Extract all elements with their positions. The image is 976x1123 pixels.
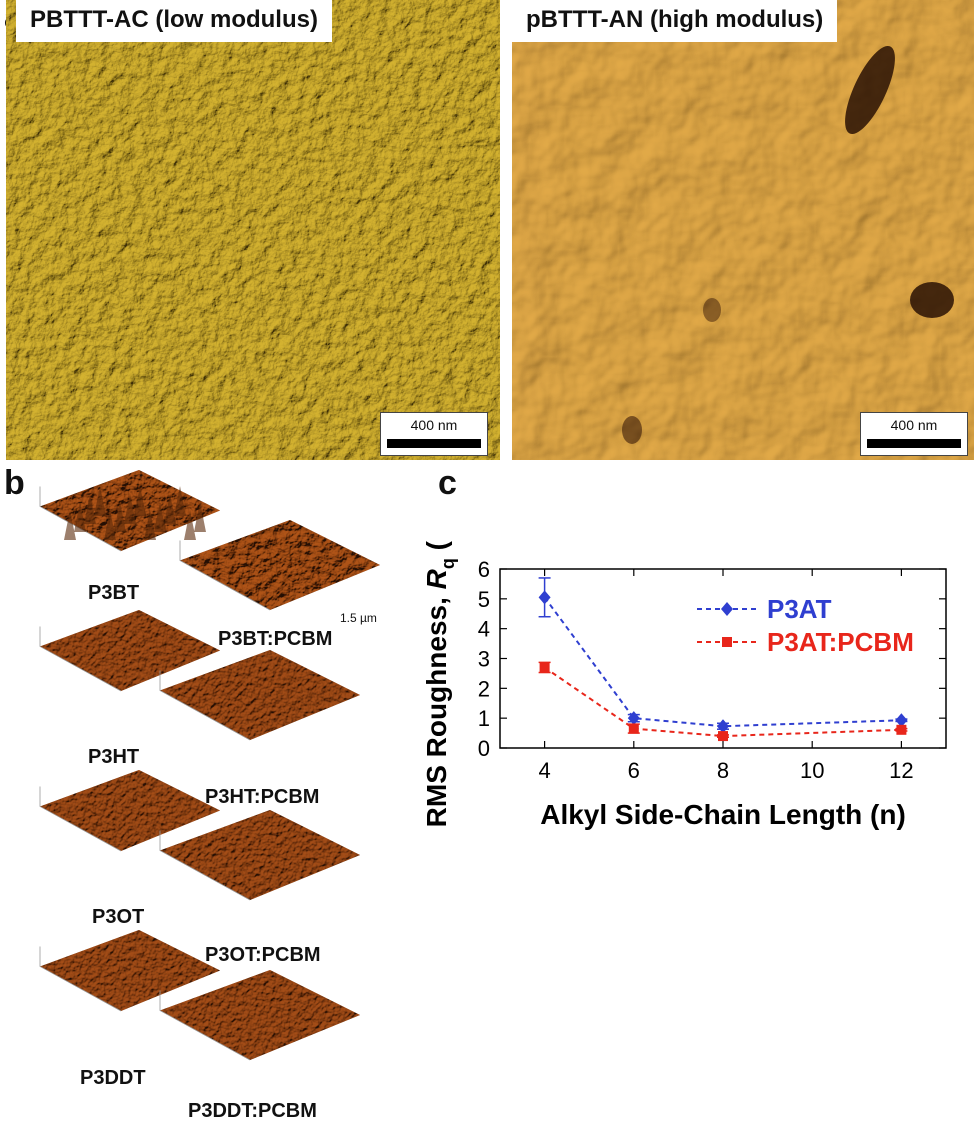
y-tick-label: 3 xyxy=(478,647,490,672)
afm-left-title: PBTTT-AC (low modulus) xyxy=(16,0,332,42)
data-point xyxy=(627,711,640,726)
afm-texture-left xyxy=(6,0,500,460)
legend-marker xyxy=(722,637,732,647)
surface-label: P3DDT xyxy=(80,1067,146,1089)
x-tick-label: 4 xyxy=(538,758,550,783)
afm-image-high-modulus: pBTTT-AN (high modulus) 400 nm xyxy=(512,0,974,460)
afm-right-title: pBTTT-AN (high modulus) xyxy=(512,0,838,42)
surface-label: P3HT:PCBM xyxy=(205,786,320,808)
surface-peaks xyxy=(64,486,206,540)
surface-label: P3BT xyxy=(88,582,140,604)
y-tick-label: 5 xyxy=(478,587,490,612)
y-tick-label: 1 xyxy=(478,706,490,731)
scalebar-left-bar xyxy=(387,439,481,448)
surface-label: P3OT:PCBM xyxy=(205,944,321,966)
afm-texture-right xyxy=(512,0,974,460)
panel-c-letter: c xyxy=(438,464,457,502)
series-p3at xyxy=(538,577,908,734)
scalebar-left: 400 nm xyxy=(380,412,488,456)
legend-label: P3AT:PCBM xyxy=(767,627,914,657)
panel-b-letter: b xyxy=(4,464,25,502)
surface-tile xyxy=(160,650,360,740)
data-point xyxy=(896,724,907,735)
series-line xyxy=(544,666,902,738)
data-point xyxy=(628,723,639,734)
data-point xyxy=(718,731,728,742)
scalebar-left-label: 400 nm xyxy=(410,417,458,433)
x-tick-label: 12 xyxy=(889,758,913,783)
x-axis-label: Alkyl Side-Chain Length (n) xyxy=(540,799,906,830)
series-p3at-pcbm xyxy=(538,661,908,742)
afm-image-low-modulus: PBTTT-AC (low modulus) 400 nm xyxy=(6,0,500,460)
legend-marker xyxy=(721,602,733,616)
x-tick-label: 8 xyxy=(717,758,729,783)
y-tick-label: 2 xyxy=(478,676,490,701)
data-point xyxy=(895,713,908,728)
data-point xyxy=(717,719,729,734)
y-tick-label: 4 xyxy=(478,617,490,642)
x-tick-label: 6 xyxy=(628,758,640,783)
surface-label: P3HT xyxy=(88,746,140,768)
x-tick-label: 10 xyxy=(800,758,824,783)
y-axis-label: RMS Roughness, Rq (nm) xyxy=(421,540,458,827)
y-tick-label: 6 xyxy=(478,557,490,582)
data-point xyxy=(539,662,550,673)
surface-plots xyxy=(39,470,380,1061)
series-line xyxy=(543,596,902,728)
surface-tile xyxy=(180,520,380,610)
surface-label: P3BT:PCBM xyxy=(218,628,333,650)
y-tick-label: 0 xyxy=(478,736,490,761)
surface-scale-label: 1.5 µm xyxy=(340,611,377,625)
data-point xyxy=(538,590,551,605)
surface-tile xyxy=(160,970,360,1060)
surface-label: P3OT xyxy=(92,906,145,928)
surface-tile xyxy=(160,810,360,900)
surface-label: P3DDT:PCBM xyxy=(188,1100,317,1122)
scalebar-right-label: 400 nm xyxy=(890,417,938,433)
legend-label: P3AT xyxy=(767,594,832,624)
scalebar-right-bar xyxy=(867,439,961,448)
scalebar-right: 400 nm xyxy=(860,412,968,456)
